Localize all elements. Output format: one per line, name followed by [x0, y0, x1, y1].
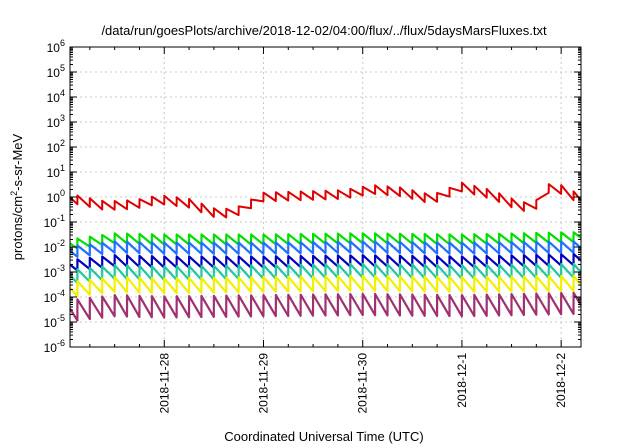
y-axis-ticks: 10-6 10-5 10-4 10-3 10-2 10-1 100 101 102 103 104 1… — [44, 38, 581, 355]
y-tick-label: 10-5 — [44, 313, 65, 330]
x-tick-label: 2018-11-30 — [356, 353, 370, 414]
y-tick-label: 104 — [47, 88, 65, 105]
series-layer — [69, 181, 582, 322]
series-line-7 — [69, 291, 582, 322]
y-tick-label: 106 — [47, 38, 65, 55]
x-tick-label: 2018-12-1 — [455, 353, 469, 408]
x-axis-label: Coordinated Universal Time (UTC) — [224, 429, 423, 444]
chart-title: /data/run/goesPlots/archive/2018-12-02/0… — [101, 23, 547, 38]
x-tick-label: 2018-11-29 — [256, 353, 270, 414]
y-tick-label: 10-6 — [44, 338, 65, 355]
x-axis-ticks: 2018-11-28 2018-11-29 2018-11-30 2018-12-1 2… — [89, 47, 568, 414]
y-tick-label: 105 — [47, 63, 65, 80]
series-line-1 — [69, 181, 582, 219]
y-tick-label: 103 — [47, 113, 65, 130]
y-tick-label: 100 — [47, 188, 65, 205]
y-tick-label: 101 — [47, 163, 65, 180]
series-line-6 — [69, 274, 582, 298]
y-tick-label: 10-2 — [44, 238, 65, 255]
x-tick-label: 2018-11-28 — [157, 353, 171, 414]
y-tick-label: 10-1 — [44, 213, 65, 230]
y-tick-label: 10-3 — [44, 263, 65, 280]
y-tick-label: 10-4 — [44, 288, 65, 305]
series-line-3 — [69, 240, 582, 258]
y-axis-label: protons/cm2-s-sr-MeV — [9, 133, 25, 260]
y-tick-label: 102 — [47, 138, 65, 155]
x-tick-label: 2018-12-2 — [554, 353, 568, 408]
